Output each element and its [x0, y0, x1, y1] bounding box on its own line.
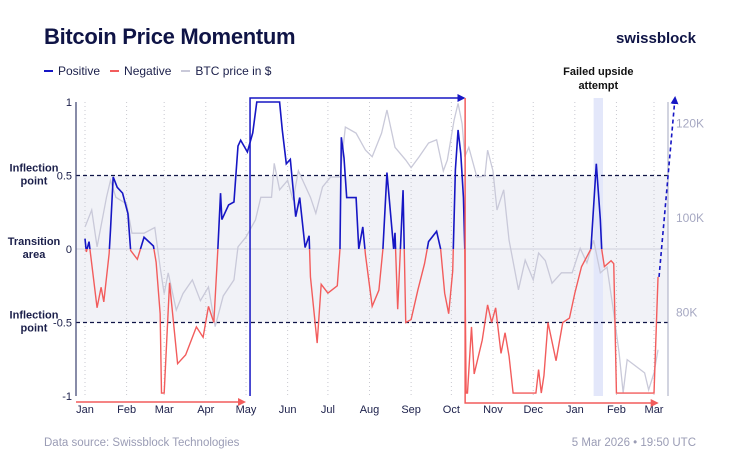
- legend-swatch-price: [181, 69, 191, 72]
- y-tick-label: 0.5: [57, 171, 72, 183]
- x-tick-label: Aug: [360, 404, 380, 416]
- y-tick-label: -1: [62, 391, 72, 403]
- legend-label: BTC price in $: [195, 64, 272, 78]
- y-zone-label: area: [23, 249, 47, 261]
- y-zone-label: point: [21, 323, 48, 335]
- y-tick-label: -0.5: [53, 318, 72, 330]
- legend-item-negative: Negative: [110, 64, 171, 78]
- legend: Positive Negative BTC price in $: [44, 64, 271, 78]
- y-zone-label: Inflection: [10, 163, 59, 175]
- x-tick-label: Dec: [523, 404, 543, 416]
- x-tick-label: Feb: [117, 404, 136, 416]
- legend-label: Negative: [124, 64, 172, 78]
- y-tick-label: 1: [66, 97, 72, 109]
- x-tick-label: Mar: [155, 404, 174, 416]
- legend-swatch-negative: [110, 69, 120, 72]
- x-tick-label: Jan: [566, 404, 584, 416]
- bullish-regime-arrow: [249, 94, 466, 396]
- brand-logo: swissblock: [615, 30, 696, 47]
- y-zone-label: Transition: [8, 236, 61, 248]
- x-tick-label: May: [236, 404, 257, 416]
- momentum-negative-line: [85, 249, 659, 394]
- legend-label: Positive: [58, 64, 101, 78]
- annotation-text: Failed upside: [563, 66, 633, 78]
- x-tick-label: Jan: [76, 404, 94, 416]
- bearish-regime-arrow: [464, 98, 659, 407]
- chart-title: Bitcoin Price Momentum: [44, 24, 296, 49]
- y2-tick-label: 100K: [676, 211, 704, 225]
- momentum-positive-line: [84, 101, 603, 249]
- x-tick-label: Feb: [607, 404, 626, 416]
- y-tick-label: 0: [66, 244, 72, 256]
- projection-arrow: [658, 96, 679, 278]
- btc-price-line: [84, 103, 659, 393]
- x-tick-label: Nov: [483, 404, 503, 416]
- timestamp: 5 Mar 2026 • 19:50 UTC: [571, 437, 696, 449]
- y-zone-label: Inflection: [10, 310, 59, 322]
- x-tick-label: Jul: [321, 404, 335, 416]
- x-tick-label: Jun: [279, 404, 297, 416]
- legend-item-positive: Positive: [44, 64, 100, 78]
- failed-upside-band: [593, 98, 604, 396]
- x-tick-label: Apr: [197, 404, 214, 416]
- legend-item-price: BTC price in $: [181, 64, 271, 78]
- y2-tick-label: 120K: [676, 117, 704, 131]
- y2-tick-label: 80K: [676, 305, 697, 319]
- x-tick-label: Sep: [401, 404, 421, 416]
- legend-swatch-positive: [44, 69, 53, 72]
- x-tick-label: Oct: [443, 404, 460, 416]
- x-tick-label: Mar: [645, 404, 664, 416]
- data-source: Data source: Swissblock Technologies: [44, 437, 240, 449]
- y-zone-label: point: [21, 176, 48, 188]
- annotation-text: attempt: [578, 80, 618, 92]
